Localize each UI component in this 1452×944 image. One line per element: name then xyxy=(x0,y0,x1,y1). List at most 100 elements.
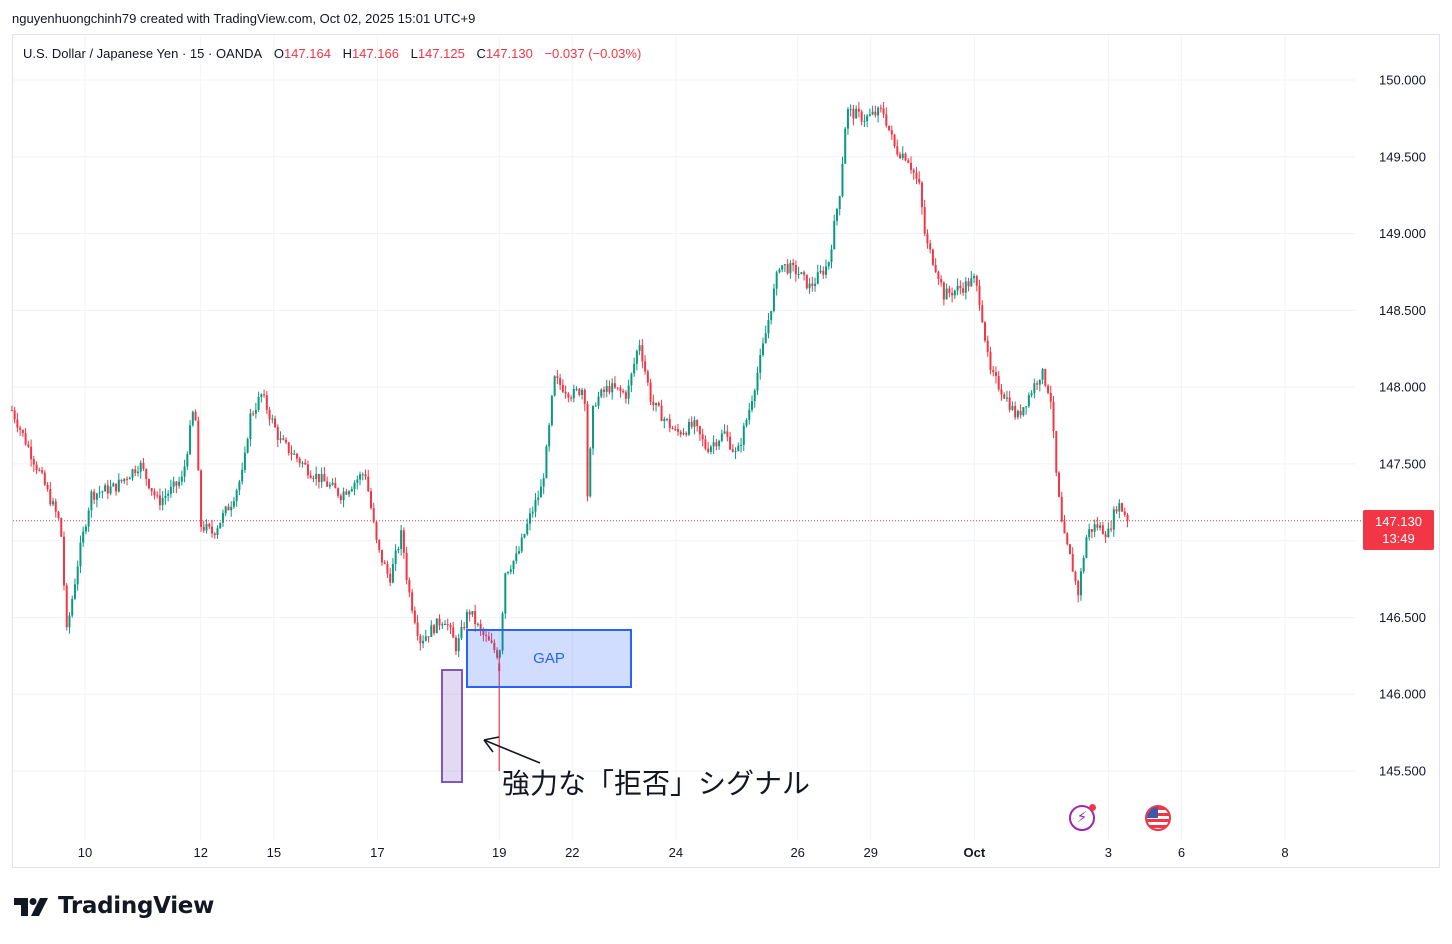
candle xyxy=(427,636,430,643)
candle xyxy=(504,572,507,619)
candle xyxy=(271,414,274,424)
candle xyxy=(904,152,907,162)
candle xyxy=(153,488,156,500)
gap-rectangle[interactable]: GAP xyxy=(466,629,632,688)
candle xyxy=(342,487,345,508)
candle xyxy=(424,629,427,642)
price-axis: 145.500146.000146.500147.000147.500148.0… xyxy=(1379,73,1426,779)
candle xyxy=(619,385,622,398)
candle xyxy=(545,444,548,479)
candle xyxy=(778,267,781,274)
candle xyxy=(745,418,748,428)
candle xyxy=(986,335,989,357)
candle xyxy=(507,571,510,575)
candle xyxy=(238,479,241,496)
candle xyxy=(235,488,238,507)
candle xyxy=(539,479,542,498)
candle xyxy=(446,618,449,631)
candle xyxy=(221,509,224,528)
candle xyxy=(553,375,556,397)
candle xyxy=(452,621,455,638)
candle xyxy=(855,105,858,119)
candle xyxy=(600,388,603,399)
candle xyxy=(1101,521,1104,535)
candle xyxy=(156,491,159,499)
candle xyxy=(46,482,49,492)
candle xyxy=(252,410,255,417)
candle xyxy=(572,384,575,403)
candle xyxy=(775,270,778,296)
rejection-arrow[interactable] xyxy=(483,736,541,764)
candle xyxy=(959,280,962,295)
candle xyxy=(597,391,600,409)
candle xyxy=(369,488,372,510)
candle xyxy=(38,467,41,472)
candle xyxy=(1030,390,1033,398)
candle xyxy=(312,475,315,483)
candle xyxy=(671,425,674,430)
lightning-icon[interactable]: ⚡ xyxy=(1069,804,1096,831)
rejection-signal-text[interactable]: 強力な「拒否」シグナル xyxy=(502,767,811,800)
candle xyxy=(449,622,452,635)
candle xyxy=(211,519,214,538)
candle xyxy=(822,266,825,279)
candle xyxy=(992,365,995,377)
candle xyxy=(1082,555,1085,574)
candle xyxy=(260,393,263,403)
candle xyxy=(422,635,425,649)
candle xyxy=(915,166,918,185)
candle xyxy=(433,623,436,636)
symbol-legend: U.S. Dollar / Japanese Yen · 15 · OANDA … xyxy=(23,46,649,61)
candle xyxy=(183,459,186,483)
candle xyxy=(520,533,523,554)
candle xyxy=(411,588,414,614)
candle xyxy=(874,105,877,118)
candle xyxy=(279,431,282,444)
candle xyxy=(290,445,293,461)
candle xyxy=(197,416,200,471)
candle xyxy=(718,439,721,450)
candle xyxy=(644,355,647,375)
candle xyxy=(1041,367,1044,385)
candle xyxy=(863,114,866,127)
candle xyxy=(1079,567,1082,601)
candle xyxy=(295,452,298,463)
candle xyxy=(731,444,734,453)
candle xyxy=(60,517,63,538)
candle xyxy=(896,139,899,157)
bar-countdown: 13:49 xyxy=(1382,531,1415,546)
candle xyxy=(649,378,652,406)
candle xyxy=(460,620,463,641)
candle xyxy=(1052,396,1055,439)
close-label: C xyxy=(476,46,486,61)
us-flag-icon[interactable] xyxy=(1145,805,1171,831)
candle xyxy=(79,535,82,574)
candle xyxy=(441,622,444,630)
price-tick-label: 145.500 xyxy=(1379,764,1426,779)
rejection-rectangle[interactable] xyxy=(441,669,463,783)
candle xyxy=(690,416,693,429)
time-tick-label: 6 xyxy=(1178,845,1185,860)
candle xyxy=(115,483,118,496)
close-value: 147.130 xyxy=(485,46,533,61)
candle xyxy=(402,527,405,559)
candle xyxy=(800,272,803,275)
candle xyxy=(30,439,33,467)
candle xyxy=(907,158,910,164)
candle xyxy=(501,611,504,655)
candle xyxy=(885,107,888,128)
candle xyxy=(772,283,775,313)
candle xyxy=(819,265,822,274)
gap-label: GAP xyxy=(533,650,565,667)
time-tick-label: 22 xyxy=(565,845,579,860)
price-tick-label: 146.000 xyxy=(1379,687,1426,702)
candle xyxy=(679,429,682,438)
candle xyxy=(559,373,562,391)
candle xyxy=(383,560,386,565)
chart-credit: nguyenhuongchinh79 created with TradingV… xyxy=(12,11,476,26)
candle xyxy=(180,470,183,486)
candle xyxy=(479,619,482,636)
tradingview-logo[interactable]: TradingView xyxy=(14,893,214,919)
candle xyxy=(194,409,197,421)
